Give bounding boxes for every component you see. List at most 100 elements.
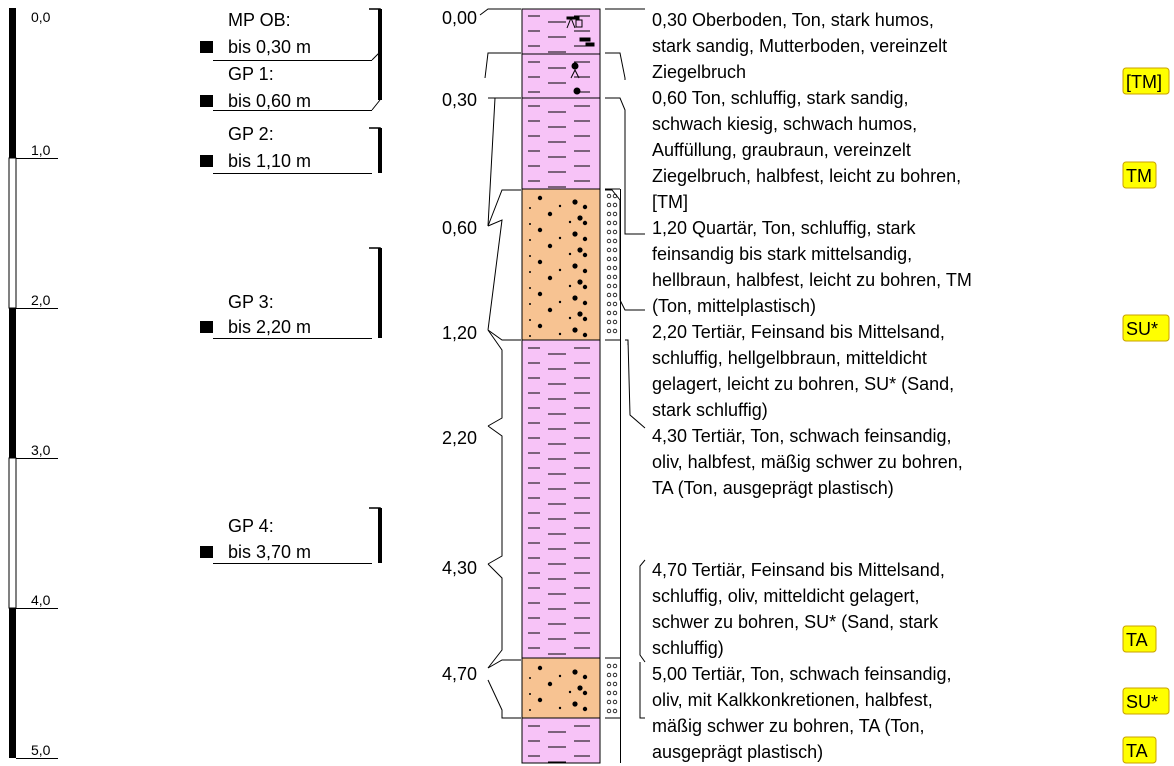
sample-depth: bis 2,20 m <box>228 317 311 337</box>
gravel-circle <box>612 690 618 696</box>
layer-top-labels: 0,00 0,30 0,60 1,20 2,20 4,30 4,70 <box>442 8 521 719</box>
scale-segment-3-4 <box>8 457 17 609</box>
desc-line: Auffüllung, graubraun, vereinzelt <box>652 140 911 160</box>
sand-dot <box>582 674 588 680</box>
sand-dot <box>577 215 583 221</box>
sand-dot <box>547 275 553 281</box>
svg-text:TA: TA <box>1126 741 1148 761</box>
depth-connector <box>487 329 503 427</box>
sand-dot <box>529 303 531 305</box>
desc-line: schwach kiesig, schwach humos, <box>652 114 917 134</box>
sand-dot <box>529 239 531 241</box>
soil-group-badge: [TM] <box>1122 67 1170 95</box>
layer-rect-fill-lower <box>521 97 601 190</box>
desc-line: stark sandig, Mutterboden, vereinzelt <box>652 36 947 56</box>
desc-line: oliv, mit Kalkkonkretionen, halbfest, <box>652 690 933 710</box>
layer-description-5: 4,70 Tertiär, Feinsand bis Mittelsand, s… <box>652 560 945 658</box>
gravel-circle <box>606 211 612 217</box>
desc-line: schluffig) <box>652 638 724 658</box>
layer-top-depth: 0,00 <box>442 8 477 28</box>
scale-label: 2,0 <box>31 292 51 308</box>
layer-description-1: 0,60 Ton, schluffig, stark sandig, schwa… <box>652 88 961 212</box>
svg-text:SU*: SU* <box>1126 692 1158 712</box>
gravel-circle <box>606 238 612 244</box>
sand-dot <box>572 669 578 675</box>
soil-group-badge: SU* <box>1122 687 1170 715</box>
soil-group-badge: SU* <box>1122 314 1170 342</box>
gravel-circle <box>612 292 618 298</box>
gravel-circle <box>606 256 612 262</box>
sand-dot <box>582 690 588 696</box>
sand-dot <box>582 332 588 338</box>
sample-depth: bis 0,30 m <box>228 37 311 57</box>
sand-dot <box>572 327 578 333</box>
sample-depth: bis 1,10 m <box>228 151 311 171</box>
gravel-circle <box>606 663 612 669</box>
gravel-circle <box>606 274 612 280</box>
gravel-circle <box>606 708 612 714</box>
sample-marker-icon <box>200 321 213 333</box>
sample-marker-icon <box>200 41 213 53</box>
soil-group-badge: TA <box>1122 625 1157 653</box>
scale-label: 1,0 <box>31 142 51 158</box>
layer-description-3: 2,20 Tertiär, Feinsand bis Mittelsand, s… <box>652 322 954 420</box>
sand-dot <box>572 231 578 237</box>
layer-top-depth: 0,30 <box>442 90 477 110</box>
layer-rect-tertiary-clay <box>521 339 601 659</box>
gravel-circle <box>606 301 612 307</box>
depth-connector <box>487 97 502 227</box>
sand-dot <box>529 693 531 695</box>
layer-top-depth: 4,30 <box>442 558 477 578</box>
depth-connector <box>487 679 521 719</box>
sample-name: GP 4: <box>228 516 274 536</box>
sand-dot <box>568 284 572 288</box>
desc-line: 4,30 Tertiär, Ton, schwach feinsandig, <box>652 426 952 446</box>
sand-dot <box>568 690 572 694</box>
depth-connector <box>484 52 521 79</box>
gravel-circle <box>606 319 612 325</box>
gravel-circle <box>612 663 618 669</box>
depth-connector <box>487 189 521 227</box>
svg-text:[TM]: [TM] <box>1126 72 1162 92</box>
sample-depth: bis 3,70 m <box>228 542 311 562</box>
sand-dot <box>558 674 562 678</box>
sand-dot <box>577 247 583 253</box>
layer-description-6: 5,00 Tertiär, Ton, schwach feinsandig, o… <box>652 664 952 762</box>
gravel-circle <box>606 292 612 298</box>
gravel-circle <box>612 319 618 325</box>
soil-group-badge: TM <box>1122 161 1157 189</box>
desc-line: (Ton, mittelplastisch) <box>652 296 816 316</box>
gravel-circle-markers <box>606 193 618 714</box>
gravel-circle <box>606 229 612 235</box>
gravel-circle <box>612 274 618 280</box>
sand-dot <box>558 236 562 240</box>
gravel-circle <box>612 699 618 705</box>
desc-line: hellbraun, halbfest, leicht zu bohren, T… <box>652 270 972 290</box>
gravel-circle <box>612 283 618 289</box>
desc-line: Ziegelbruch, halbfest, leicht zu bohren, <box>652 166 961 186</box>
desc-line: schluffig, hellgelbbraun, mitteldicht <box>652 348 927 368</box>
desc-line: schluffig, oliv, mitteldicht gelagert, <box>652 586 919 606</box>
svg-text:TM: TM <box>1126 166 1152 186</box>
desc-line: [TM] <box>652 192 688 212</box>
sand-dot <box>547 211 553 217</box>
sand-dot <box>572 263 578 269</box>
layer-top-depth: 4,70 <box>442 664 477 684</box>
scale-segment-0-1 <box>9 8 16 158</box>
depth-connector <box>487 563 503 669</box>
sand-dot <box>577 311 583 317</box>
sand-dot <box>582 236 588 242</box>
gravel-circle <box>606 193 612 199</box>
desc-line: oliv, halbfest, mäßig schwer zu bohren, <box>652 452 963 472</box>
layer-rect-quaternary-clay <box>521 188 601 341</box>
sand-dot <box>568 252 572 256</box>
sand-dot <box>558 300 562 304</box>
sand-dot <box>537 665 543 671</box>
samples-column: MP OB: bis 0,30 m GP 1: bis 0,60 m GP 2:… <box>200 8 382 564</box>
desc-line: TA (Ton, ausgeprägt plastisch) <box>652 478 894 498</box>
scale-label: 3,0 <box>31 442 51 458</box>
sand-dot <box>547 681 553 687</box>
sand-dot <box>577 279 583 285</box>
sand-dot <box>582 252 588 258</box>
depth-connector <box>479 8 521 16</box>
